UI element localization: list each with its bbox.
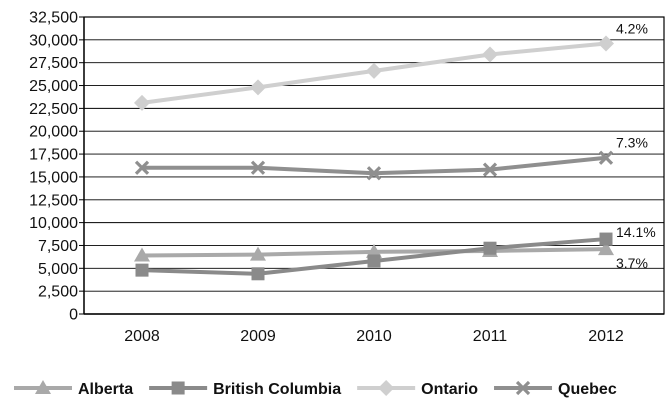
- data-point-quebec: [250, 160, 266, 175]
- data-point-quebec: [366, 166, 382, 181]
- data-point-alberta: [134, 247, 150, 262]
- x-tick-label: 2010: [356, 328, 392, 345]
- y-tick-label: 25,000: [29, 78, 78, 95]
- data-point-alberta: [366, 243, 382, 258]
- y-tick-label: 7,500: [38, 238, 78, 255]
- end-label-ontario: 4.2%: [616, 21, 648, 37]
- y-tick-label: 17,500: [29, 147, 78, 164]
- y-tick-label: 20,000: [29, 124, 78, 141]
- x-tick-label: 2008: [124, 328, 160, 345]
- data-point-ontario: [482, 46, 498, 63]
- x-tick-label: 2012: [588, 328, 624, 345]
- data-point-british-columbia: [483, 241, 497, 255]
- y-tick-label: 30,000: [29, 32, 78, 49]
- legend-marker-quebec: [515, 380, 531, 396]
- legend-marker-alberta: [35, 380, 51, 394]
- x-tick-label: 2011: [473, 328, 508, 345]
- data-point-ontario: [134, 94, 150, 111]
- y-tick-label: 27,500: [29, 55, 78, 72]
- data-point-ontario: [366, 62, 382, 79]
- y-tick-label: 10,000: [29, 215, 78, 232]
- data-point-british-columbia: [135, 263, 149, 277]
- data-point-ontario: [250, 79, 266, 96]
- data-point-alberta: [250, 246, 266, 261]
- data-point-british-columbia: [367, 254, 381, 268]
- y-tick-label: 12,500: [29, 192, 78, 209]
- series-line-quebec: [142, 155, 607, 176]
- data-point-british-columbia: [599, 232, 613, 246]
- data-point-british-columbia: [251, 267, 265, 281]
- legend-label-alberta: Alberta: [78, 381, 133, 398]
- end-label-alberta: 3.7%: [616, 255, 648, 271]
- legend-label-british-columbia: British Columbia: [213, 381, 341, 398]
- data-point-ontario: [598, 35, 614, 52]
- x-tick-label: 2009: [240, 328, 276, 345]
- legend-marker-ontario: [378, 380, 395, 396]
- end-label-british-columbia: 14.1%: [616, 224, 656, 240]
- y-tick-label: 22,500: [29, 101, 78, 118]
- legend-label-quebec: Quebec: [558, 381, 617, 398]
- data-point-quebec: [482, 162, 498, 177]
- y-tick-label: 5,000: [38, 261, 78, 278]
- data-point-quebec: [134, 160, 150, 175]
- data-point-alberta: [598, 241, 614, 256]
- y-tick-label: 15,000: [29, 169, 78, 186]
- y-tick-label: 2,500: [38, 284, 78, 301]
- data-point-quebec: [598, 150, 614, 165]
- y-tick-label: 0: [69, 307, 78, 324]
- legend-label-ontario: Ontario: [421, 381, 478, 398]
- end-label-quebec: 7.3%: [616, 135, 648, 151]
- legend-marker-british-columbia: [171, 381, 185, 395]
- y-tick-label: 32,500: [29, 10, 78, 27]
